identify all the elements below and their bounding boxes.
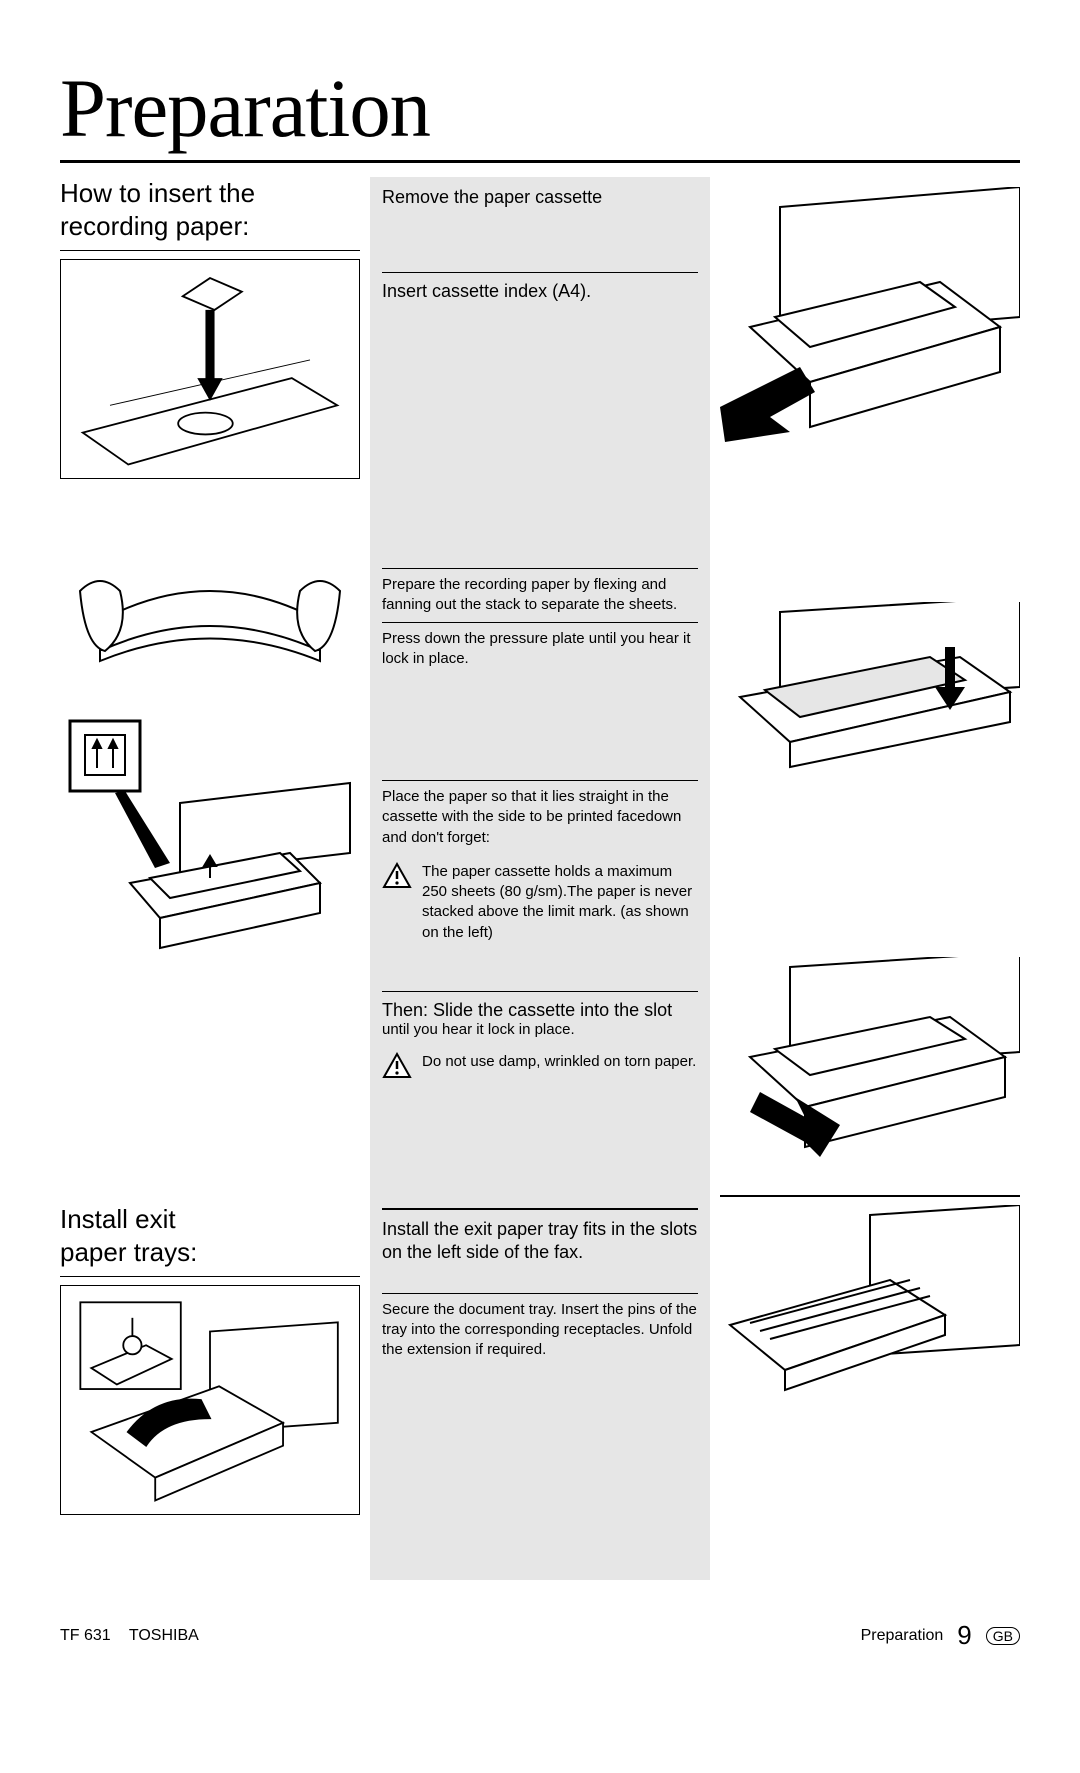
warning-damp-paper-text: Do not use damp, wrinkled on torn paper. [422,1052,698,1072]
content-grid: How to insert the recording paper: [60,177,1020,1580]
divider [720,1195,1020,1197]
divider [382,568,698,569]
illustration-right-4 [720,1205,1020,1405]
illustration-left-4 [60,1285,360,1515]
divider [382,780,698,781]
warning-max-sheets: The paper cassette holds a maximum 250 s… [382,862,698,943]
left-column: How to insert the recording paper: [60,177,360,1580]
divider [60,1276,360,1277]
illustration-right-2 [720,602,1020,772]
footer-brand: TOSHIBA [129,1627,199,1644]
step-slide-cassette-sub: until you hear it lock in place. [382,1021,698,1038]
middle-column: Remove the paper cassette Insert cassett… [370,177,710,1580]
warning-damp-paper: Do not use damp, wrinkled on torn paper. [382,1052,698,1085]
step-press-plate: Press down the pressure plate until you … [382,629,698,670]
step-install-exit-tray: Install the exit paper tray fits in the … [382,1218,698,1265]
divider [382,272,698,273]
page-title: Preparation [60,60,1020,156]
divider [60,250,360,251]
heading-insert-paper: How to insert the recording paper: [60,177,360,242]
divider [382,991,698,992]
illustration-left-3 [60,713,360,973]
step-place-paper: Place the paper so that it lies straight… [382,787,698,848]
footer-page-number: 9 [957,1620,971,1651]
title-rule [60,160,1020,163]
heading-install-trays: Install exit paper trays: [60,1203,360,1268]
illustration-left-2 [60,501,360,691]
divider [382,622,698,623]
footer: TF 631 TOSHIBA Preparation 9 GB [60,1620,1020,1651]
step-slide-cassette-title: Then: Slide the cassette into the slot [382,1000,698,1021]
footer-region-pill: GB [986,1627,1020,1645]
divider [382,1293,698,1294]
warning-icon [382,862,412,895]
step-fan-paper: Prepare the recording paper by flexing a… [382,575,698,616]
step-remove-cassette: Remove the paper cassette [382,187,698,208]
warning-icon [382,1052,412,1085]
step-insert-index: Insert cassette index (A4). [382,281,698,302]
warning-max-sheets-text: The paper cassette holds a maximum 250 s… [422,862,698,943]
footer-left: TF 631 TOSHIBA [60,1627,199,1645]
footer-right: Preparation 9 GB [861,1620,1020,1651]
right-column [720,177,1020,1580]
illustration-right-1 [720,187,1020,477]
footer-section: Preparation [861,1627,944,1645]
divider [382,1208,698,1210]
footer-model: TF 631 [60,1627,111,1644]
illustration-left-1 [60,259,360,479]
illustration-right-3 [720,957,1020,1177]
step-secure-doc-tray: Secure the document tray. Insert the pin… [382,1300,698,1361]
